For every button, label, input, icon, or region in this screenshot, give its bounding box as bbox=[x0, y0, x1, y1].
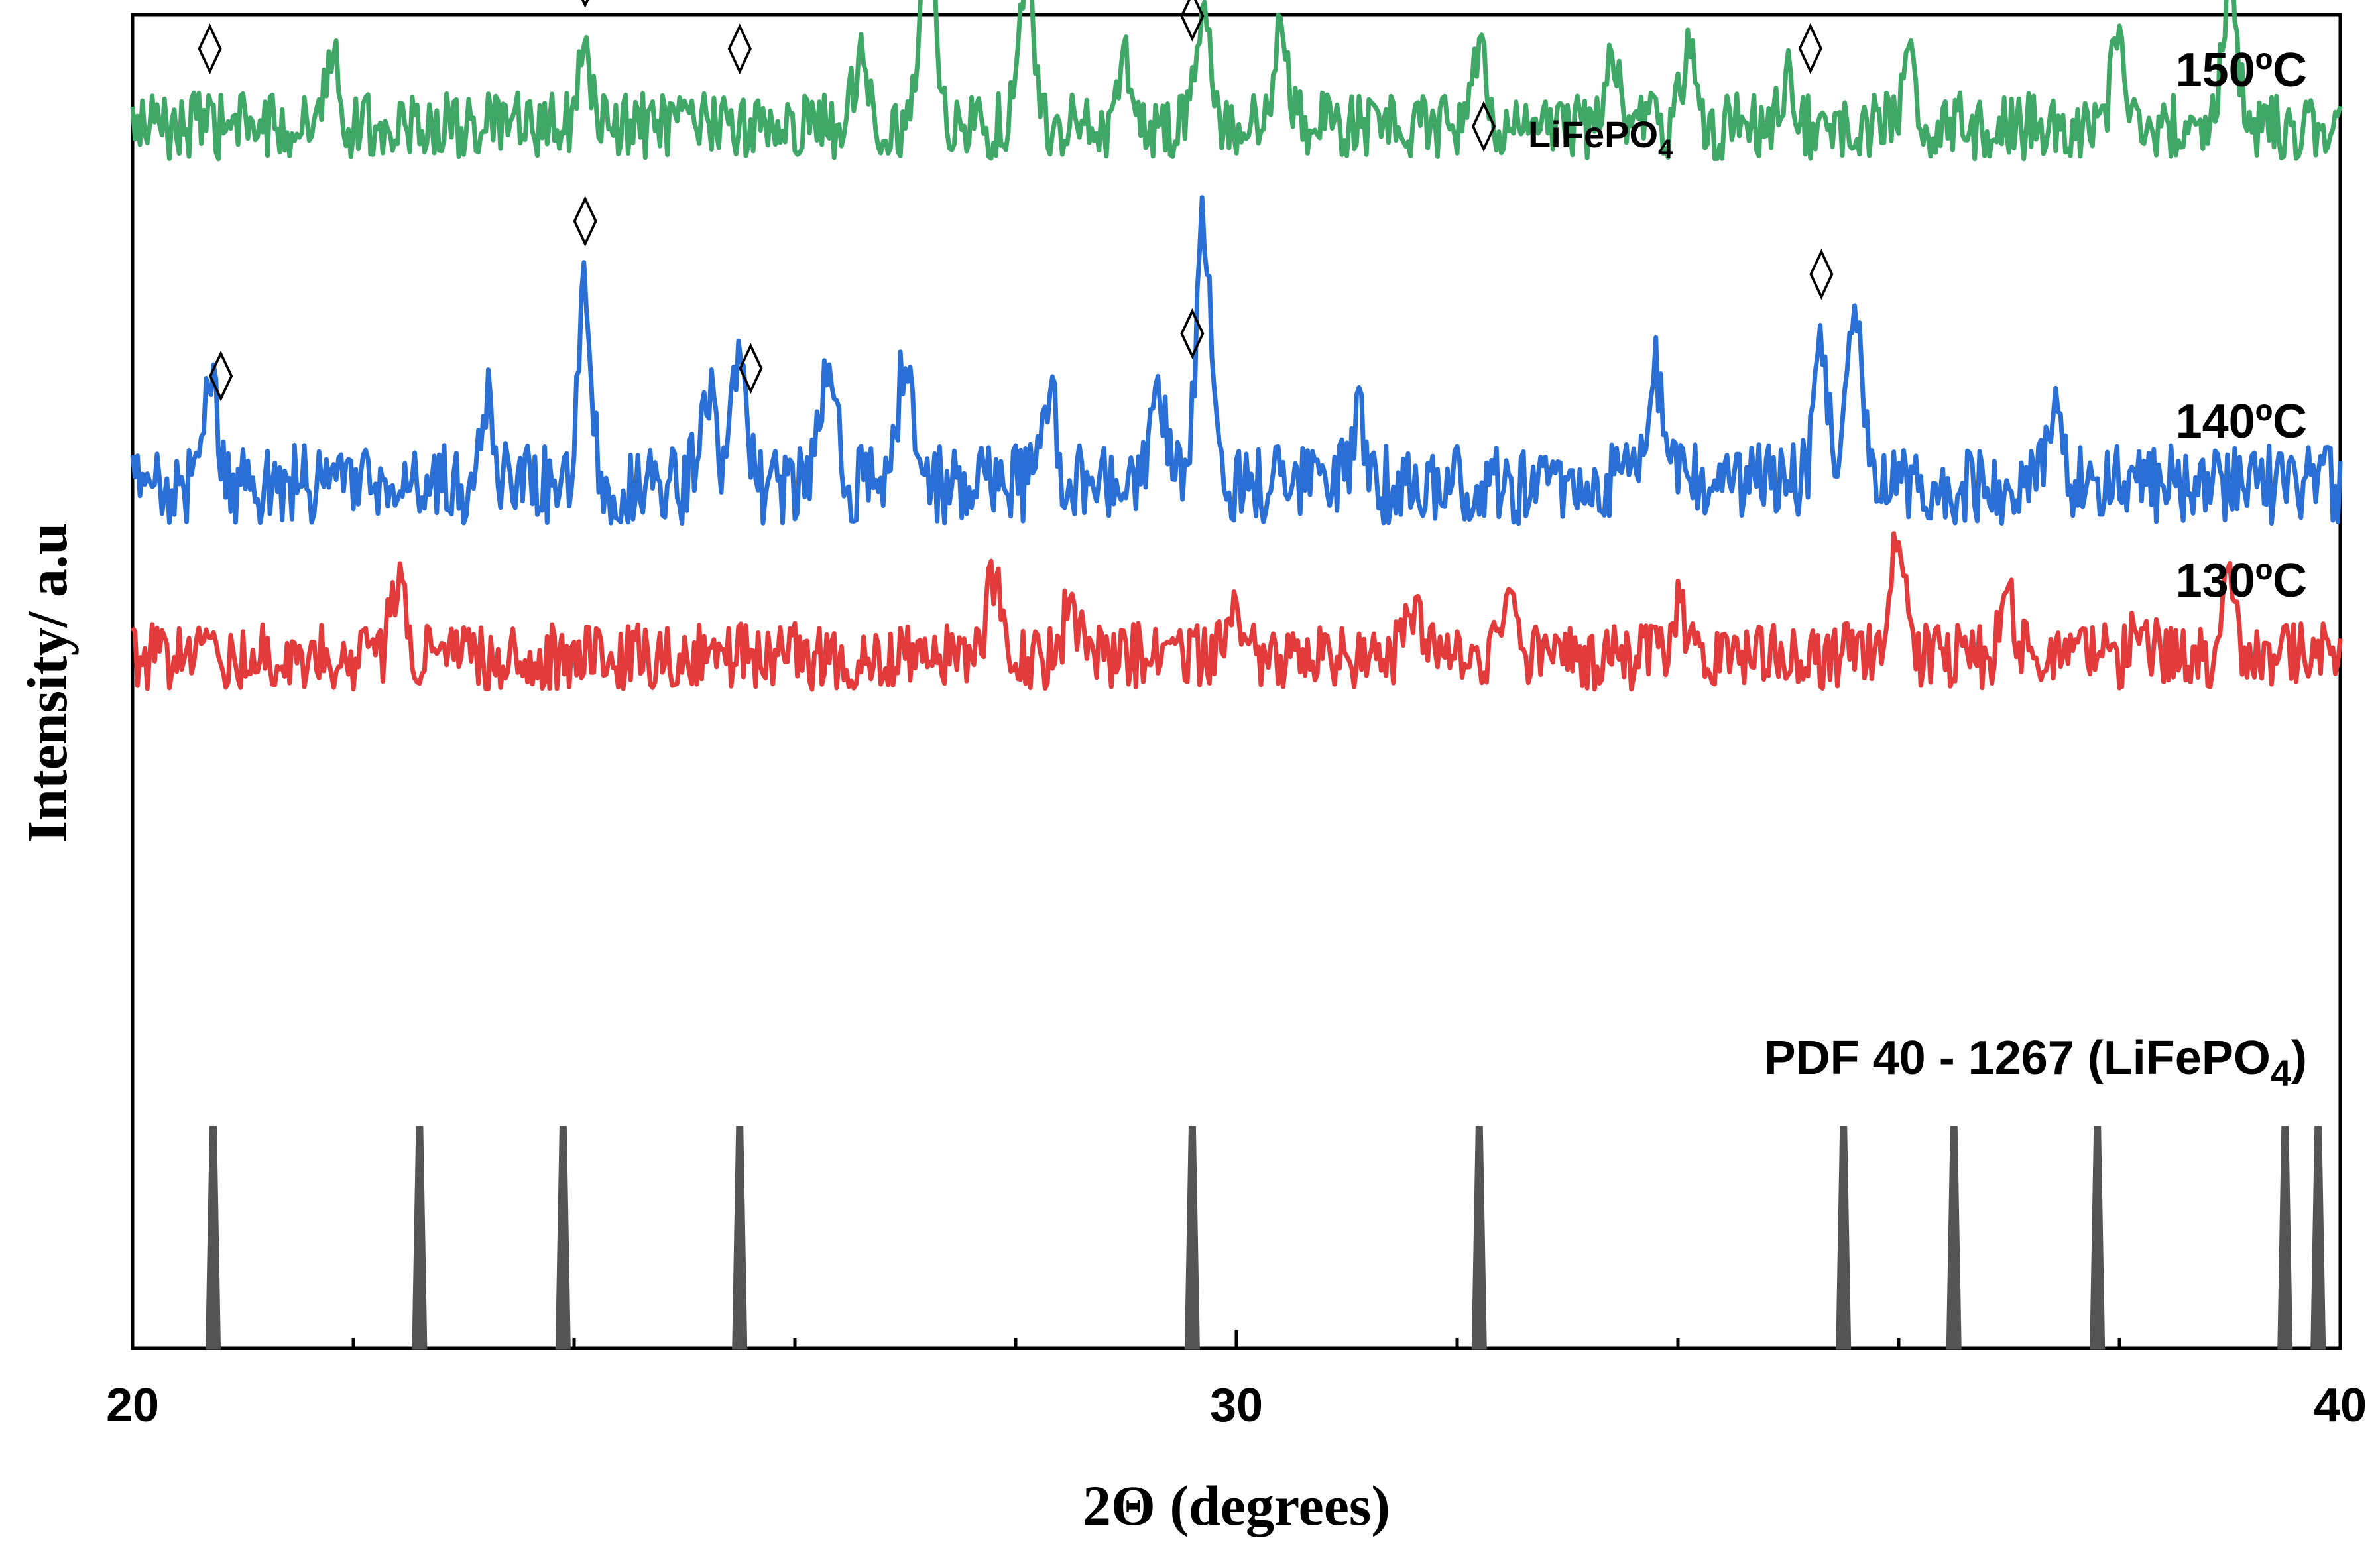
y-axis-title: Intensity/ a.u bbox=[15, 523, 79, 843]
reference-peak bbox=[2090, 1126, 2106, 1350]
series-line-2 bbox=[131, 531, 2343, 692]
peak-markers: ◊ ◊ ◊ ◊ ◊ ◊ ◊ ◊ ◊ ◊ bbox=[198, 0, 1834, 402]
reference-peak bbox=[732, 1126, 748, 1350]
diamond-marker-icon: ◊ bbox=[1180, 302, 1205, 359]
reference-label: PDF 40 - 1267 (LiFePO4) bbox=[1764, 1032, 2307, 1094]
x-tick-label: 40 bbox=[2314, 1379, 2367, 1432]
series-label: 150ºC bbox=[2176, 44, 2307, 97]
x-axis: 20 30 40 bbox=[106, 1330, 2367, 1432]
x-axis-title: 2Θ (degrees) bbox=[1083, 1474, 1390, 1537]
diamond-marker-icon: ◊ bbox=[209, 345, 233, 402]
reference-peak bbox=[2310, 1126, 2326, 1350]
diamond-marker-icon: ◊ bbox=[573, 0, 597, 9]
reference-peak bbox=[1946, 1126, 1962, 1350]
diamond-marker-icon: ◊ bbox=[739, 337, 763, 394]
reference-peak bbox=[1471, 1126, 1487, 1350]
legend-diamond-icon: ◊ bbox=[1472, 95, 1496, 152]
legend-label: LiFePO4 bbox=[1528, 113, 1673, 164]
plot-frame bbox=[131, 13, 2342, 1350]
series-lines: 150ºC 140ºC 130ºC bbox=[130, 0, 2343, 692]
series-label: 140ºC bbox=[2176, 395, 2307, 448]
reference-pattern bbox=[206, 1126, 2326, 1350]
x-tick-label: 20 bbox=[106, 1379, 159, 1432]
reference-peak bbox=[555, 1126, 571, 1350]
reference-peak bbox=[412, 1126, 428, 1350]
diamond-marker-icon: ◊ bbox=[1809, 243, 1834, 300]
reference-peak bbox=[1184, 1126, 1200, 1350]
x-tick-label: 30 bbox=[1210, 1379, 1263, 1432]
reference-peak bbox=[2277, 1126, 2293, 1350]
reference-peak bbox=[1836, 1126, 1852, 1350]
diamond-marker-icon: ◊ bbox=[198, 18, 222, 75]
series-line-0 bbox=[130, 0, 2343, 162]
reference-peak bbox=[206, 1126, 221, 1350]
legend: ◊ LiFePO4 bbox=[1472, 95, 1673, 164]
series-line-1 bbox=[130, 195, 2343, 526]
diamond-marker-icon: ◊ bbox=[1799, 17, 1823, 74]
series-label: 130ºC bbox=[2176, 554, 2307, 607]
diamond-marker-icon: ◊ bbox=[727, 18, 752, 75]
diamond-marker-icon: ◊ bbox=[573, 190, 597, 247]
diamond-marker-icon: ◊ bbox=[1180, 0, 1205, 42]
